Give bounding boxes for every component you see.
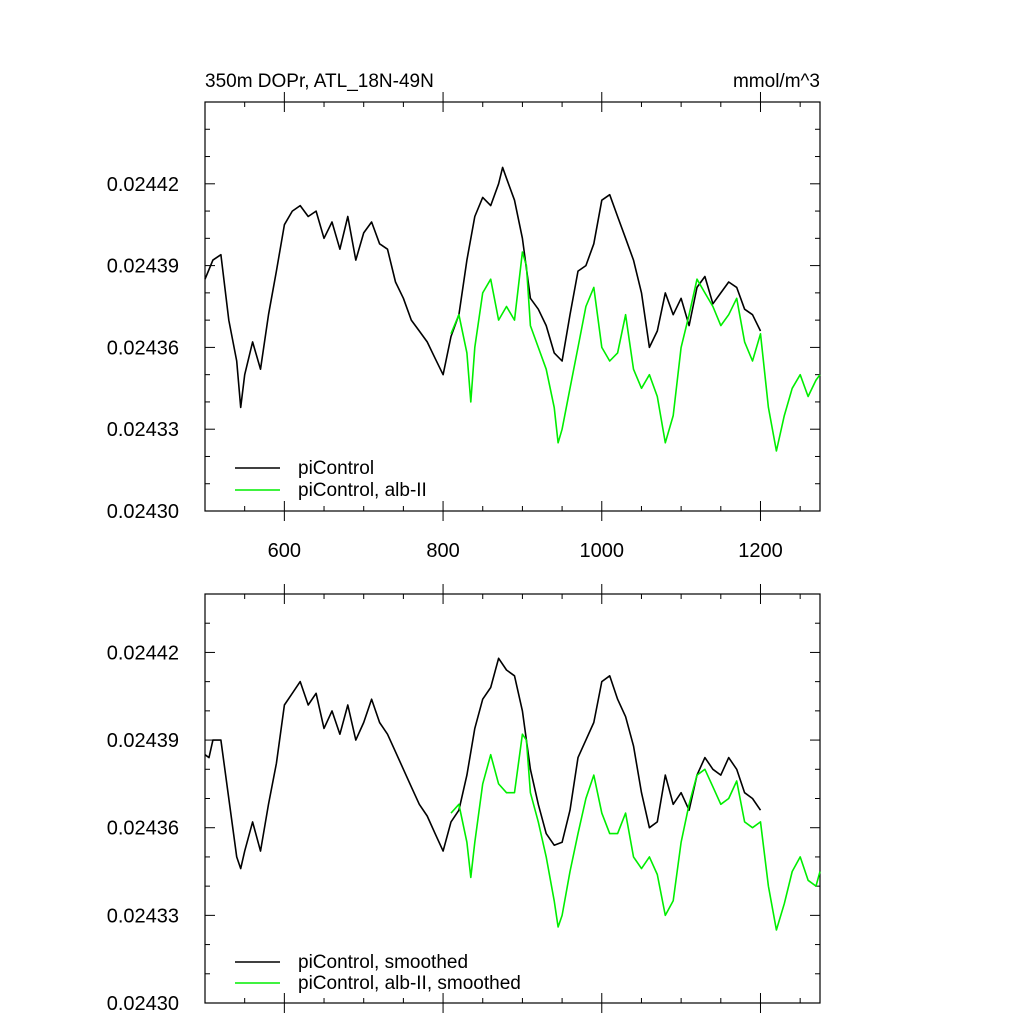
series-top	[204, 166, 821, 452]
ticks-top: 0.02430 0.02433 0.02436 0.02439 0.02442 600 80…	[107, 92, 820, 562]
ytick-label: 0.02436	[107, 337, 179, 359]
units-label: mmol/m^3	[733, 71, 820, 92]
panel-bottom: 0.02430 0.02433 0.02436 0.02439 0.02442 piCo…	[107, 584, 821, 1015]
ytick-label: 0.02433	[107, 905, 179, 927]
legend-bottom: piControl, smoothed piControl, alb-II, s…	[235, 952, 521, 994]
series-line-top-0	[204, 166, 762, 409]
legend-top: piControl piControl, alb-II	[235, 458, 427, 501]
ytick-label: 0.02436	[107, 818, 179, 840]
ytick-label: 0.02442	[107, 642, 179, 664]
ytick-label: 0.02439	[107, 730, 179, 752]
legend-label-picontrol: piControl	[298, 458, 374, 479]
legend-label-alb-ii: piControl, alb-II	[298, 480, 427, 501]
plot-frame-top	[204, 101, 821, 512]
series-bottom	[204, 657, 821, 931]
xtick-label: 1200	[738, 540, 783, 562]
ticks-bottom: 0.02430 0.02433 0.02436 0.02439 0.02442	[107, 584, 820, 1015]
panel-top: 350m DOPr, ATL_18N-49N mmol/m^3 0.024300…	[107, 71, 821, 562]
series-line-bottom-1	[450, 733, 821, 931]
chart-title: 350m DOPr, ATL_18N-49N	[205, 71, 434, 92]
ytick-label: 0.02430	[107, 501, 179, 523]
xtick-label: 800	[426, 540, 459, 562]
series-line-bottom-0	[204, 657, 762, 870]
ytick-label: 0.02433	[107, 419, 179, 441]
xtick-label: 600	[268, 540, 301, 562]
ytick-label: 0.02439	[107, 256, 179, 278]
series-line-top-1	[450, 251, 821, 452]
xtick-label: 1000	[580, 540, 625, 562]
legend-label-picontrol-smoothed: piControl, smoothed	[298, 952, 468, 973]
ytick-label: 0.02442	[107, 174, 179, 196]
ytick-label: 0.02430	[107, 993, 179, 1015]
legend-label-alb-ii-smoothed: piControl, alb-II, smoothed	[298, 973, 521, 994]
